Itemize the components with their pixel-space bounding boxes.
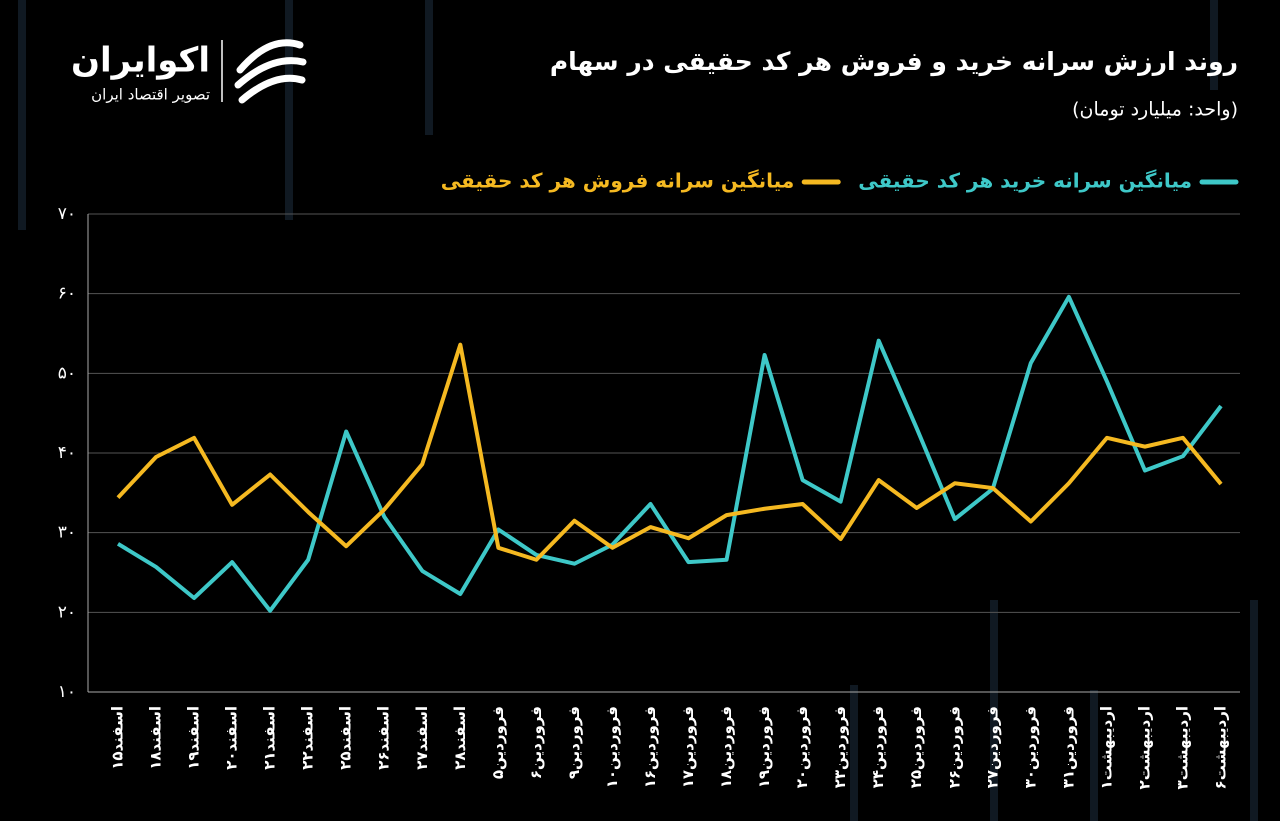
x-tick-label: فروردین۲۶ <box>945 706 963 788</box>
x-tick-label: فروردین۱۰ <box>603 706 621 788</box>
x-tick-label: فروردین۱۶ <box>641 706 659 788</box>
x-tick-label: فروردین۲۰ <box>793 706 811 788</box>
chart-title: روند ارزش سرانه خرید و فروش هر کد حقیقی … <box>550 47 1238 77</box>
data-line <box>116 342 1223 562</box>
x-tick-label: فروردین۲۷ <box>983 706 1001 788</box>
x-tick-label: فروردین۳۱ <box>1059 706 1077 788</box>
x-tick-label: اسفند۲۶ <box>375 706 393 770</box>
logo-icon <box>234 39 307 104</box>
x-tick-label: فروردین۱۸ <box>717 706 735 788</box>
x-tick-label: اردیبهشت۲ <box>1135 706 1153 789</box>
legend-label: میانگین سرانه فروش هر کد حقیقی <box>441 169 794 193</box>
y-tick-label: ۴۰ <box>58 443 76 463</box>
x-tick-label: اسفند۱۸ <box>147 706 165 770</box>
x-tick-label: اسفند۲۱ <box>261 706 279 770</box>
x-tick-label: اردیبهشت۶ <box>1212 706 1230 789</box>
x-tick-label: اردیبهشت۱ <box>1097 706 1115 789</box>
x-tick-label: فروردین۶ <box>527 706 545 779</box>
x-tick-label: فروردین۲۵ <box>907 706 925 788</box>
legend-label: میانگین سرانه خرید هر کد حقیقی <box>858 169 1192 193</box>
y-tick-label: ۳۰ <box>58 523 76 543</box>
x-tick-label: فروردین۲۴ <box>869 706 887 788</box>
y-tick-label: ۶۰ <box>58 284 76 304</box>
x-tick-label: اسفند۲۲ <box>299 706 317 770</box>
x-tick-label: اسفند۲۷ <box>413 706 431 770</box>
logo-tagline: تصویر اقتصاد ایران <box>91 86 210 104</box>
x-tick-label: فروردین۱۷ <box>679 706 697 788</box>
x-tick-label: فروردین۵ <box>489 706 507 779</box>
chart-subtitle: (واحد: میلیارد تومان) <box>1072 99 1238 121</box>
y-tick-label: ۲۰ <box>58 602 76 622</box>
logo-name: اکوایران <box>71 41 210 81</box>
y-tick-label: ۱۰ <box>58 682 76 702</box>
x-tick-label: فروردین۲۳ <box>831 706 849 788</box>
background-decoration <box>18 0 1258 821</box>
x-tick-label: اسفند۲۸ <box>451 706 469 770</box>
x-tick-label: اردیبهشت۳ <box>1173 706 1191 789</box>
x-tick-label: فروردین۹ <box>565 706 583 779</box>
x-tick-label: اسفند۱۹ <box>185 706 203 770</box>
x-tick-label: اسفند۱۵ <box>109 706 127 770</box>
x-tick-label: فروردین۳۰ <box>1021 706 1039 788</box>
y-tick-label: ۷۰ <box>58 204 76 224</box>
x-tick-label: اسفند۲۵ <box>337 706 355 770</box>
y-tick-label: ۵۰ <box>58 363 76 383</box>
x-tick-label: اسفند۲۰ <box>223 706 241 770</box>
data-line <box>116 294 1223 613</box>
x-tick-label: فروردین۱۹ <box>755 706 773 788</box>
